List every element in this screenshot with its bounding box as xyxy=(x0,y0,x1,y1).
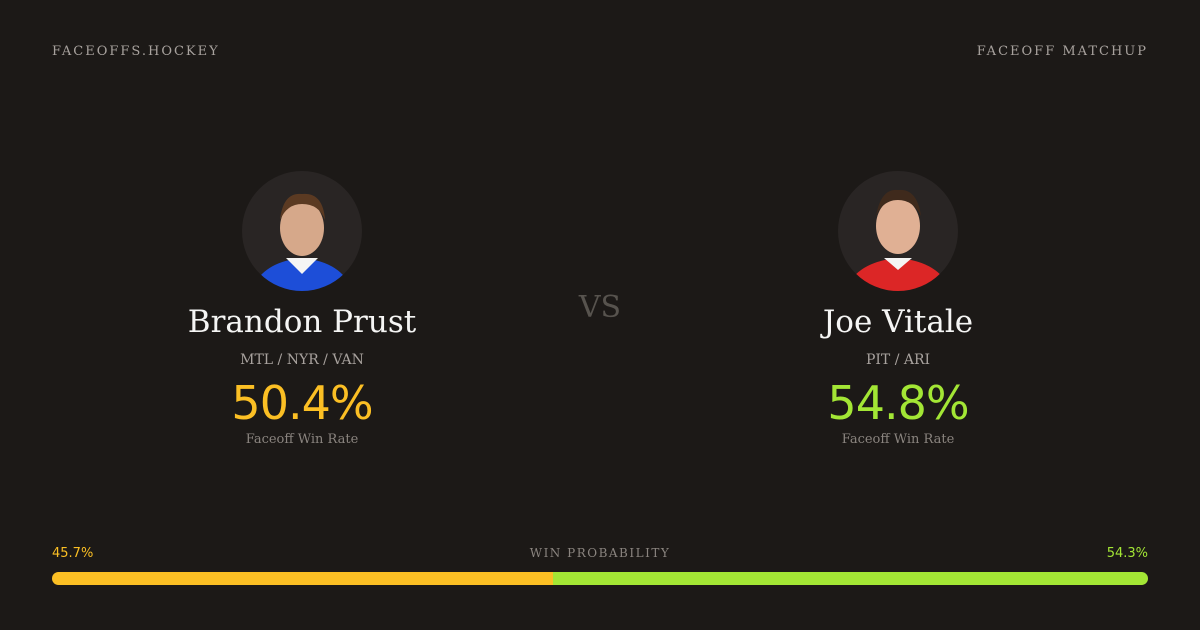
player-card: Brandon Prust MTL / NYR / VAN 50.4% Face… xyxy=(102,170,502,447)
faceoff-rate: 50.4% xyxy=(231,376,373,430)
win-probability-label: WIN PROBABILITY xyxy=(529,546,671,560)
player-card: Joe Vitale PIT / ARI 54.8% Faceoff Win R… xyxy=(698,170,1098,447)
player-name: Joe Vitale xyxy=(822,304,974,340)
win-probability-value: 54.3% xyxy=(1106,546,1148,561)
win-probability-value: 45.7% xyxy=(52,546,94,561)
player-teams: MTL / NYR / VAN xyxy=(240,352,364,368)
player-name: Brandon Prust xyxy=(187,304,417,340)
faceoff-rate-label: Faceoff Win Rate xyxy=(841,432,955,447)
versus: VS xyxy=(578,290,622,325)
player-photo xyxy=(838,171,958,291)
faceoff-rate-label: Faceoff Win Rate xyxy=(245,432,359,447)
bar-segment xyxy=(52,572,553,585)
page-label: FACEOFF MATCHUP xyxy=(976,44,1148,59)
win-probability-bar xyxy=(52,572,1148,585)
player-photo xyxy=(242,171,362,291)
faceoff-rate: 54.8% xyxy=(827,376,969,430)
site-name: FACEOFFS.HOCKEY xyxy=(52,44,220,59)
player-teams: PIT / ARI xyxy=(865,352,931,368)
bar-segment xyxy=(552,572,1148,585)
